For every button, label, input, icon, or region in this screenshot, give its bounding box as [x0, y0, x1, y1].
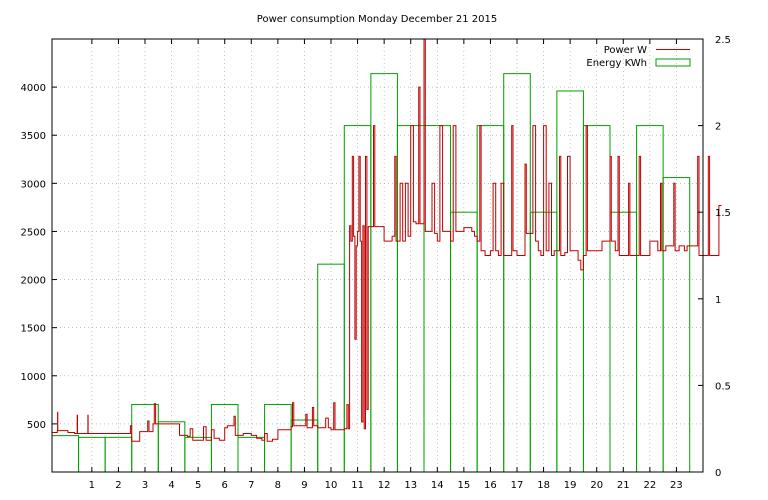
x-tick-label: 10: [325, 480, 338, 491]
x-tick-label: 22: [643, 480, 656, 491]
energy-series: [51, 73, 691, 473]
x-tick-label: 17: [511, 480, 524, 491]
y-right-tick-label: 2: [715, 122, 721, 133]
energy-bar: [51, 435, 80, 473]
x-tick-label: 15: [457, 480, 470, 491]
legend: Power W Energy KWh: [586, 45, 691, 69]
x-tick-label: 20: [590, 480, 603, 491]
legend-swatch-energy: [655, 58, 691, 67]
energy-bar: [184, 436, 212, 473]
x-tick-label: 8: [275, 480, 281, 491]
grid-lines: [52, 39, 703, 472]
x-tick-label: 9: [301, 480, 307, 491]
axes: 1 2 3 4 5 6 7 8 9 10 11 12 13 14 15 16 17 18 19 20 21 22 23500…: [21, 35, 731, 491]
y-left-tick-label: 500: [27, 420, 46, 431]
x-tick-label: 23: [670, 480, 683, 491]
x-tick-label: 1: [89, 480, 95, 491]
x-tick-label: 5: [195, 480, 201, 491]
x-tick-label: 4: [168, 480, 174, 491]
y-right-tick-label: 2.5: [715, 35, 731, 46]
x-tick-label: 3: [142, 480, 148, 491]
energy-bar: [157, 421, 186, 473]
x-tick-label: 7: [248, 480, 254, 491]
power-series-line: [52, 38, 722, 442]
x-tick-label: 6: [222, 480, 228, 491]
x-tick-label: 14: [431, 480, 444, 491]
x-tick-label: 2: [115, 480, 121, 491]
x-tick-label: 11: [351, 480, 364, 491]
y-left-tick-label: 1000: [21, 372, 46, 383]
energy-bar: [104, 436, 133, 473]
energy-bar: [503, 73, 531, 473]
y-left-tick-label: 1500: [21, 324, 46, 335]
x-tick-label: 12: [378, 480, 391, 491]
x-tick-label: 19: [564, 480, 577, 491]
x-tick-label: 13: [404, 480, 417, 491]
y-left-tick-label: 4000: [21, 83, 46, 94]
y-right-tick-label: 0.5: [715, 381, 731, 392]
y-right-tick-label: 0: [715, 468, 721, 479]
y-left-tick-label: 2000: [21, 276, 46, 287]
y-right-tick-label: 1.5: [715, 208, 731, 219]
x-tick-label: 21: [617, 480, 630, 491]
y-left-tick-label: 3500: [21, 131, 46, 142]
legend-label-energy: Energy KWh: [586, 58, 647, 69]
chart-title: Power consumption Monday December 21 201…: [257, 14, 497, 25]
y-right-tick-label: 1: [715, 295, 721, 306]
energy-bar: [78, 436, 106, 473]
energy-bar: [556, 90, 584, 473]
y-left-tick-label: 2500: [21, 227, 46, 238]
x-tick-label: 16: [484, 480, 497, 491]
energy-bar: [237, 436, 266, 473]
plot-frame: [51, 38, 704, 473]
legend-label-power: Power W: [604, 45, 647, 56]
energy-bar: [423, 125, 452, 473]
y-left-tick-label: 3000: [21, 179, 46, 190]
x-tick-label: 18: [537, 480, 550, 491]
